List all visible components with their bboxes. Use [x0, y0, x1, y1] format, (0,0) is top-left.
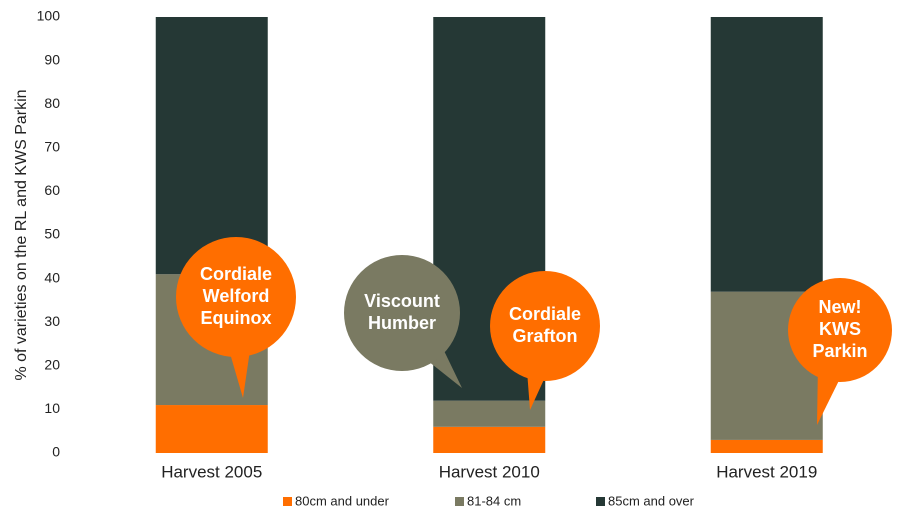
callout-text: Cordiale [509, 304, 581, 324]
y-tick-label: 40 [44, 269, 60, 285]
callout-text: Welford [203, 286, 270, 306]
callout-bubble [176, 237, 296, 357]
bar-segment [433, 426, 546, 453]
y-tick-label: 30 [44, 313, 60, 329]
y-tick-label: 0 [52, 444, 60, 460]
y-tick-label: 70 [44, 139, 60, 155]
callout-text: Viscount [364, 291, 440, 311]
callout-bubble [788, 278, 892, 382]
x-tick-label: Harvest 2019 [716, 462, 817, 481]
callout-text: Grafton [513, 326, 578, 346]
callout-bubble [490, 271, 600, 381]
callout-text: New! [818, 297, 861, 317]
y-tick-label: 10 [44, 400, 60, 416]
legend-swatch [283, 497, 292, 506]
callout-bubble [344, 255, 460, 371]
callout-text: Humber [368, 313, 436, 333]
callout-text: Cordiale [200, 264, 272, 284]
y-tick-label: 80 [44, 95, 60, 111]
y-tick-label: 20 [44, 357, 60, 373]
bar-segment [155, 405, 268, 453]
bar-segment [433, 400, 546, 427]
y-tick-label: 90 [44, 51, 60, 67]
legend-label: 80cm and under [295, 493, 390, 508]
y-tick-label: 60 [44, 182, 60, 198]
bar-segment [710, 439, 823, 453]
bar-segment [155, 17, 268, 275]
bar-segment [710, 17, 823, 292]
legend-label: 81-84 cm [467, 493, 521, 508]
callout-text: Parkin [812, 341, 867, 361]
callout-text: KWS [819, 319, 861, 339]
x-tick-label: Harvest 2005 [161, 462, 262, 481]
y-axis-label: % of varieties on the RL and KWS Parkin [13, 89, 30, 380]
legend-swatch [455, 497, 464, 506]
y-tick-label: 50 [44, 226, 60, 242]
x-tick-label: Harvest 2010 [439, 462, 540, 481]
y-tick-label: 100 [37, 8, 61, 24]
callout-text: Equinox [201, 308, 272, 328]
legend-label: 85cm and over [608, 493, 695, 508]
legend-swatch [596, 497, 605, 506]
